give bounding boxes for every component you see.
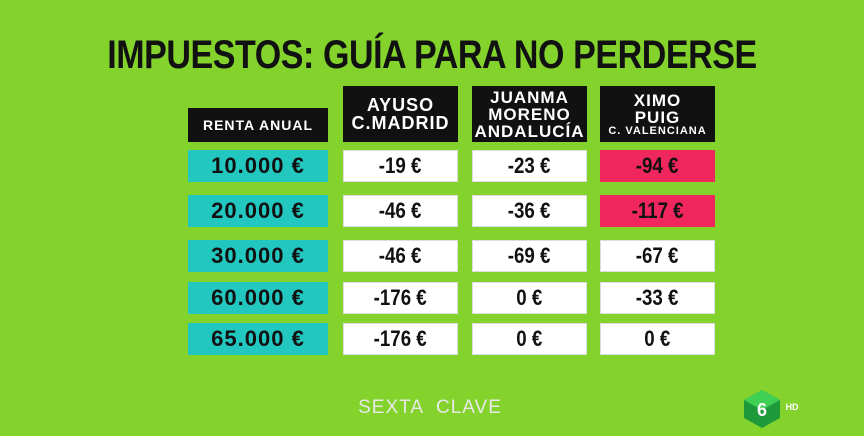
value-text: -23 € [508,153,551,178]
value-cell: 0 € [472,323,587,355]
column-header-line: MORENO [488,104,571,124]
column-header-line: C.MADRID [351,113,450,133]
program-logo: SEXTA CLAVE [358,392,502,424]
column-header-line: ANDALUCÍA [474,121,585,141]
value-cell: -33 € [600,282,715,314]
value-text: -46 € [379,243,422,268]
value-text: -176 € [373,285,428,310]
value-text: -19 € [379,153,422,178]
svg-text:6: 6 [757,400,767,420]
renta-cell: 30.000 € [188,240,328,272]
value-text: -67 € [636,243,679,268]
channel-logo: 6 [744,390,780,428]
column-header-line: PUIG [634,107,681,127]
value-cell: -117 € [600,195,715,227]
value-cell: -23 € [472,150,587,182]
column-header-line: C. VALENCIANA [608,124,707,137]
renta-text: 60.000 € [211,285,305,310]
value-cell: 0 € [600,323,715,355]
value-text: -36 € [508,198,551,223]
value-text: -69 € [508,243,551,268]
renta-cell: 10.000 € [188,150,328,182]
value-text: 0 € [644,326,671,351]
column-header: XIMO PUIG C. VALENCIANA [600,86,715,142]
renta-text: 30.000 € [211,243,305,268]
row-header-text: RENTA ANUAL [202,117,314,133]
value-cell: -69 € [472,240,587,272]
value-cell: 0 € [472,282,587,314]
renta-text: 65.000 € [211,326,305,351]
value-cell: -36 € [472,195,587,227]
column-header: JUANMA MORENO ANDALUCÍA [472,86,587,142]
renta-cell: 65.000 € [188,323,328,355]
renta-cell: 60.000 € [188,282,328,314]
renta-text: 20.000 € [211,198,305,223]
column-header: AYUSO C.MADRID [343,86,458,142]
value-text: -176 € [373,326,428,351]
renta-cell: 20.000 € [188,195,328,227]
value-text: -94 € [636,153,679,178]
value-cell: -19 € [343,150,458,182]
logo-right: CLAVE [436,397,502,418]
logo-left: SEXTA [358,397,424,418]
value-cell: -67 € [600,240,715,272]
value-cell: -94 € [600,150,715,182]
renta-text: 10.000 € [211,153,305,178]
value-text: 0 € [516,326,543,351]
row-header: RENTA ANUAL [188,108,328,142]
hd-badge: HD [785,402,799,412]
value-text: -46 € [379,198,422,223]
column-header-line: XIMO [633,90,682,110]
value-text: -117 € [631,198,684,223]
value-cell: -46 € [343,195,458,227]
value-cell: -176 € [343,323,458,355]
value-text: -33 € [636,285,679,310]
value-text: 0 € [516,285,543,310]
column-header-line: JUANMA [490,87,569,107]
value-cell: -176 € [343,282,458,314]
title: IMPUESTOS: GUÍA PARA NO PERDERSE [107,32,757,77]
value-cell: -46 € [343,240,458,272]
column-header-line: AYUSO [366,95,435,115]
